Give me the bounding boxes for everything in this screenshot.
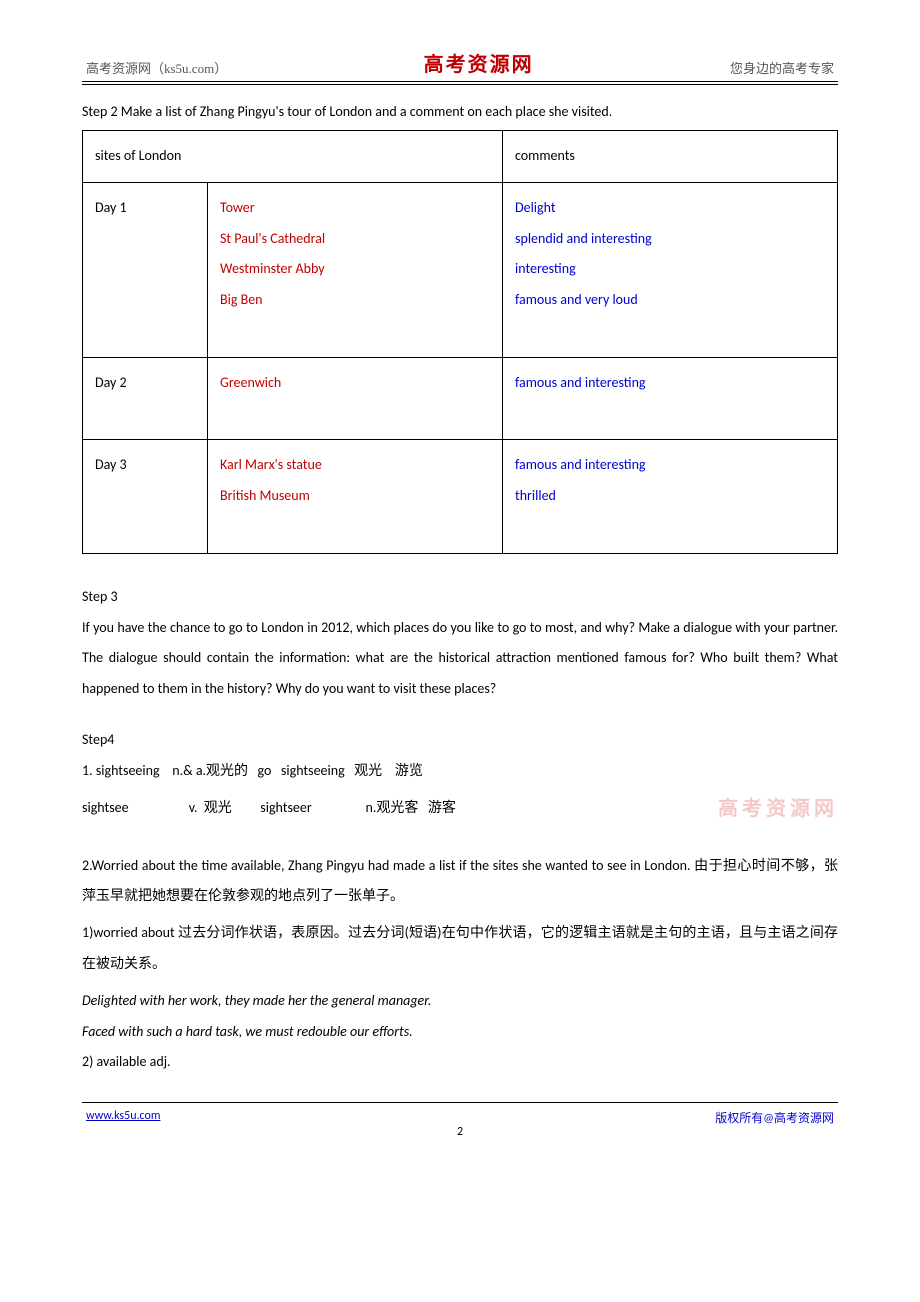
comments-cell: famous and interesting thrilled [503,440,838,553]
header-center-logo: 高考资源网 [424,48,534,77]
comment-item: famous and very loud [515,291,638,308]
comment-item: Delight [515,199,556,216]
table-row: Day 1 Tower St Paul's Cathedral Westmins… [83,182,838,357]
item2-en: 2.Worried about the time available, Zhan… [82,857,694,874]
sites-cell: Tower St Paul's Cathedral Westminster Ab… [208,182,503,357]
site-item: Greenwich [220,374,281,391]
site-item: Karl Marx's statue [220,456,322,473]
comment-item: splendid and interesting [515,230,652,247]
page: 高考资源网（ks5u.com） 高考资源网 您身边的高考专家 Step 2 Ma… [0,0,920,1166]
page-header: 高考资源网（ks5u.com） 高考资源网 您身边的高考专家 [82,48,838,81]
vocab-line-1: 1. sightseeing n.& a.观光的 go sightseeing … [82,756,838,787]
site-item: Westminster Abby [220,260,325,277]
example-1: Delighted with her work, they made her t… [82,986,838,1017]
note1: 1)worried about 过去分词作状语，表原因。过去分词(短语)在句中作… [82,918,838,980]
day-cell: Day 2 [83,357,208,440]
step3-text: If you have the chance to go to London i… [82,613,838,705]
vocab-line-2: sightsee v. 观光 sightseer n.观光客 游客 高考资源网 [82,787,838,831]
page-number: 2 [457,1125,463,1139]
step3-label: Step 3 [82,582,838,613]
comments-cell: Delight splendid and interesting interes… [503,182,838,357]
table-row: Day 2 Greenwich famous and interesting [83,357,838,440]
comment-item: interesting [515,260,576,277]
footer-copyright: 版权所有@高考资源网 [715,1109,834,1126]
table-header-row: sites of London comments [83,131,838,183]
vocab-text: 1. sightseeing n.& a.观光的 go sightseeing … [82,756,423,787]
step4-label: Step4 [82,725,838,756]
watermark-text: 高考资源网 [718,787,838,831]
note2: 2) available adj. [82,1047,838,1078]
comment-item: famous and interesting [515,374,646,391]
examples: Delighted with her work, they made her t… [82,986,838,1078]
comment-item: thrilled [515,487,556,504]
tour-table: sites of London comments Day 1 Tower St … [82,130,838,554]
site-item: Big Ben [220,291,263,308]
step4-item2: 2.Worried about the time available, Zhan… [82,851,838,913]
day-cell: Day 3 [83,440,208,553]
comment-item: famous and interesting [515,456,646,473]
col-sites-header: sites of London [83,131,503,183]
site-item: St Paul's Cathedral [220,230,325,247]
header-divider [82,81,838,85]
step2-title: Step 2 Make a list of Zhang Pingyu's tou… [82,103,838,120]
table-row: Day 3 Karl Marx's statue British Museum … [83,440,838,553]
comments-cell: famous and interesting [503,357,838,440]
footer-url[interactable]: www.ks5u.com [86,1109,160,1126]
step4-section: Step4 1. sightseeing n.& a.观光的 go sights… [82,725,838,831]
example-2: Faced with such a hard task, we must red… [82,1017,838,1048]
header-right: 您身边的高考专家 [730,58,834,77]
page-footer: www.ks5u.com 版权所有@高考资源网 2 [82,1103,838,1126]
col-comments-header: comments [503,131,838,183]
step3-section: Step 3 If you have the chance to go to L… [82,582,838,705]
sites-cell: Greenwich [208,357,503,440]
sites-cell: Karl Marx's statue British Museum [208,440,503,553]
header-left: 高考资源网（ks5u.com） [86,58,227,77]
day-cell: Day 1 [83,182,208,357]
site-item: Tower [220,199,255,216]
vocab-text: sightsee v. 观光 sightseer n.观光客 游客 [82,793,456,824]
site-item: British Museum [220,487,310,504]
